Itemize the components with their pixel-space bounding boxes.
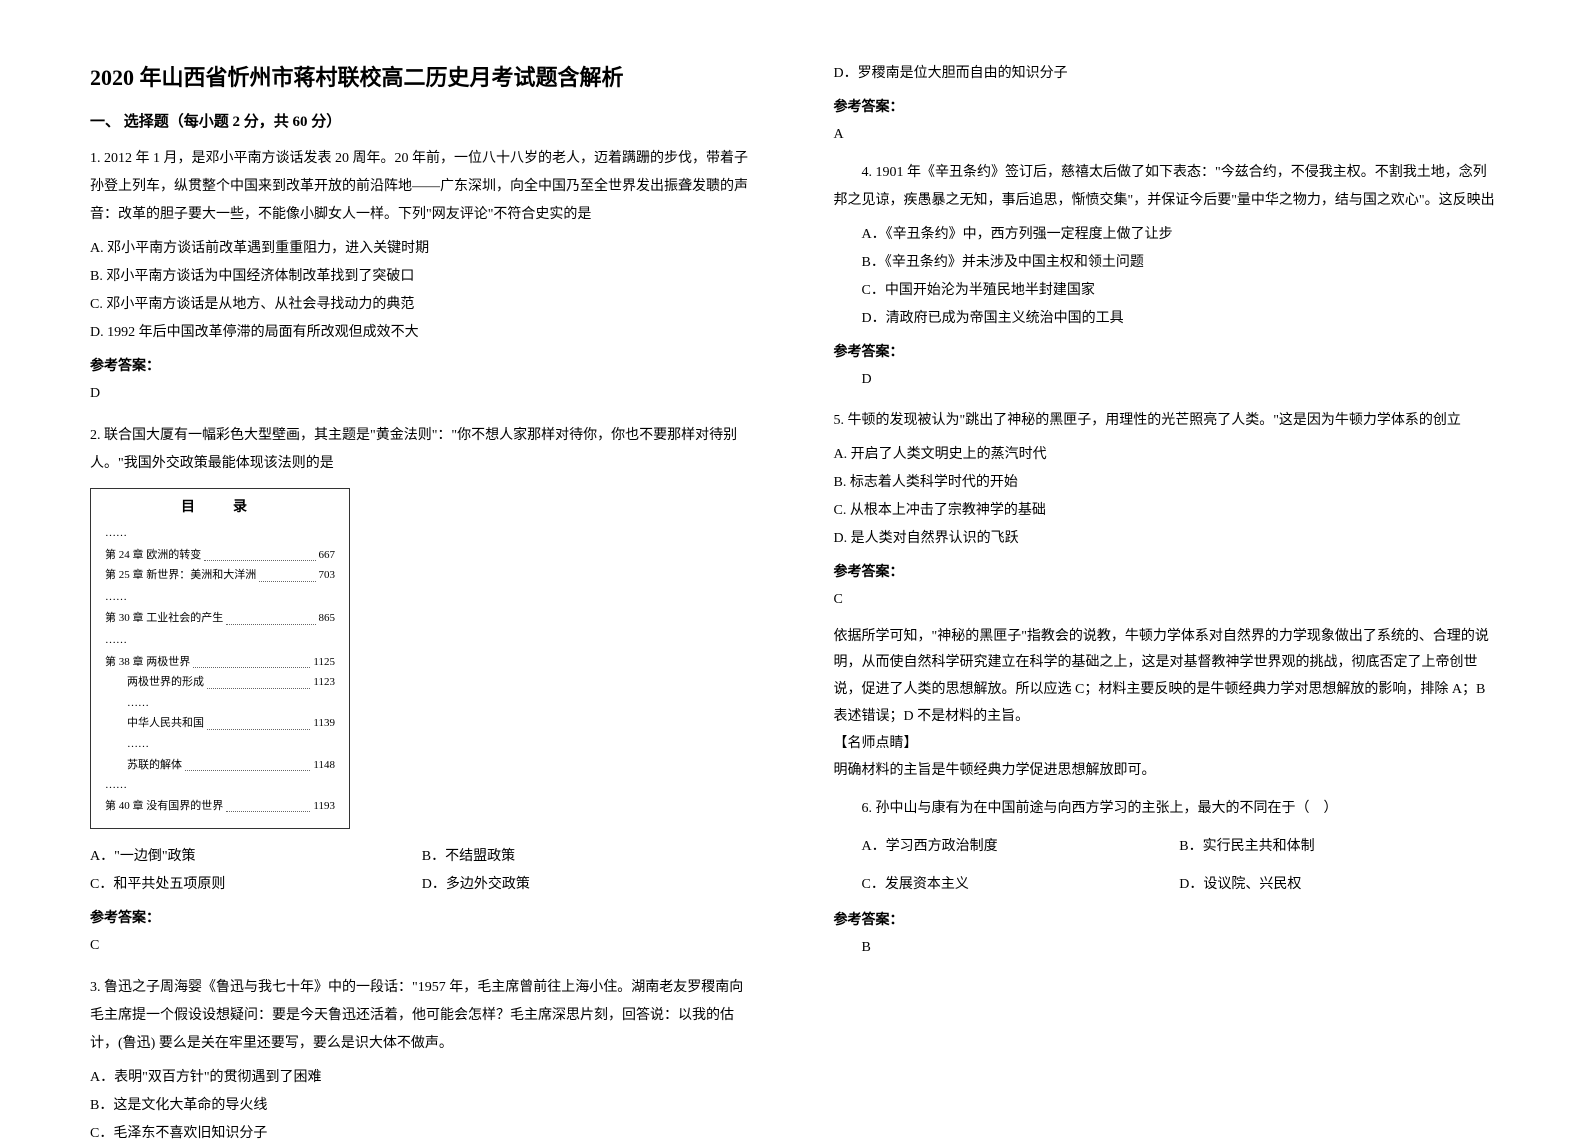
answer-label: 参考答案：: [90, 355, 754, 375]
question-4: 4. 1901 年《辛丑条约》签订后，慈禧太后做了如下表态："今兹合约，不侵我主…: [834, 159, 1498, 404]
q4-stem: 4. 1901 年《辛丑条约》签订后，慈禧太后做了如下表态："今兹合约，不侵我主…: [834, 159, 1498, 215]
q4-opt-c: C．中国开始沦为半殖民地半封建国家: [834, 277, 1498, 305]
q5-stem: 5. 牛顿的发现被认为"跳出了神秘的黑匣子，用理性的光芒照亮了人类。"这是因为牛…: [834, 407, 1498, 435]
q4-opt-a: A．《辛丑条约》中，西方列强一定程度上做了让步: [834, 221, 1498, 249]
toc-row: 第 25 章 新世界：美洲和大洋洲703: [105, 567, 335, 585]
q1-opt-d: D. 1992 年后中国改革停滞的局面有所改观但成效不大: [90, 319, 754, 347]
q5-opt-d: D. 是人类对自然界认识的飞跃: [834, 525, 1498, 553]
q6-stem: 6. 孙中山与康有为在中国前途与向西方学习的主张上，最大的不同在于（ ）: [834, 795, 1498, 823]
answer-label: 参考答案：: [834, 561, 1498, 581]
answer-label: 参考答案：: [834, 96, 1498, 116]
q1-answer: D: [90, 381, 754, 408]
q3-opt-b: B．这是文化大革命的导火线: [90, 1092, 754, 1120]
toc-row: 第 30 章 工业社会的产生865: [105, 610, 335, 628]
q4-opt-b: B．《辛丑条约》并未涉及中国主权和领土问题: [834, 249, 1498, 277]
q2-answer: C: [90, 933, 754, 960]
q1-stem: 1. 2012 年 1 月，是邓小平南方谈话发表 20 周年。20 年前，一位八…: [90, 145, 754, 229]
answer-label: 参考答案：: [834, 909, 1498, 929]
q2-opt-a: A．"一边倒"政策: [90, 843, 422, 871]
left-column: 2020 年山西省忻州市蒋村联校高二历史月考试题含解析 一、 选择题（每小题 2…: [90, 60, 754, 1062]
question-1: 1. 2012 年 1 月，是邓小平南方谈话发表 20 周年。20 年前，一位八…: [90, 145, 754, 418]
q2-opts-cd: C．和平共处五项原则 D．多边外交政策: [90, 871, 754, 899]
q3-opt-d: D．罗稷南是位大胆而自由的知识分子: [834, 60, 1498, 88]
question-2: 2. 联合国大厦有一幅彩色大型壁画，其主题是"黄金法则"："你不想人家那样对待你…: [90, 422, 754, 970]
q6-answer: B: [834, 935, 1498, 962]
q5-opt-a: A. 开启了人类文明史上的蒸汽时代: [834, 441, 1498, 469]
q1-opt-c: C. 邓小平南方谈话是从地方、从社会寻找动力的典范: [90, 291, 754, 319]
toc-box: 目 录 …… 第 24 章 欧洲的转变667 第 25 章 新世界：美洲和大洋洲…: [90, 488, 350, 830]
page-title: 2020 年山西省忻州市蒋村联校高二历史月考试题含解析: [90, 60, 754, 92]
right-column: D．罗稷南是位大胆而自由的知识分子 参考答案： A 4. 1901 年《辛丑条约…: [834, 60, 1498, 1062]
q6-opt-a: A．学习西方政治制度: [862, 833, 1180, 861]
q3-opt-a: A．表明"双百方针"的贯彻遇到了困难: [90, 1064, 754, 1092]
q1-opt-b: B. 邓小平南方谈话为中国经济体制改革找到了突破口: [90, 263, 754, 291]
question-6: 6. 孙中山与康有为在中国前途与向西方学习的主张上，最大的不同在于（ ） A．学…: [834, 795, 1498, 972]
q6-opt-d: D．设议院、兴民权: [1179, 871, 1497, 899]
q2-stem: 2. 联合国大厦有一幅彩色大型壁画，其主题是"黄金法则"："你不想人家那样对待你…: [90, 422, 754, 478]
q2-opts-ab: A．"一边倒"政策 B．不结盟政策: [90, 843, 754, 871]
toc-title: 目 录: [105, 497, 335, 519]
toc-row: 中华人民共和国1139: [105, 715, 335, 733]
toc-row: 两极世界的形成1123: [105, 674, 335, 692]
q3-stem: 3. 鲁迅之子周海婴《鲁迅与我七十年》中的一段话："1957 年，毛主席曾前往上…: [90, 974, 754, 1058]
q6-opt-c: C．发展资本主义: [862, 871, 1180, 899]
q5-opt-b: B. 标志着人类科学时代的开始: [834, 469, 1498, 497]
q2-opt-c: C．和平共处五项原则: [90, 871, 422, 899]
q5-explain: 依据所学可知，"神秘的黑匣子"指教会的说教，牛顿力学体系对自然界的力学现象做出了…: [834, 624, 1498, 730]
toc-row: 第 40 章 没有国界的世界1193: [105, 798, 335, 816]
q5-opt-c: C. 从根本上冲击了宗教神学的基础: [834, 497, 1498, 525]
q6-opt-b: B．实行民主共和体制: [1179, 833, 1497, 861]
q1-opt-a: A. 邓小平南方谈话前改革遇到重重阻力，进入关键时期: [90, 235, 754, 263]
q2-opt-d: D．多边外交政策: [422, 871, 754, 899]
toc-row: 第 24 章 欧洲的转变667: [105, 547, 335, 565]
q2-opt-b: B．不结盟政策: [422, 843, 754, 871]
question-5: 5. 牛顿的发现被认为"跳出了神秘的黑匣子，用理性的光芒照亮了人类。"这是因为牛…: [834, 407, 1498, 785]
answer-label: 参考答案：: [834, 341, 1498, 361]
q3-opt-c: C．毛泽东不喜欢旧知识分子: [90, 1120, 754, 1148]
q6-opts-ab: A．学习西方政治制度 B．实行民主共和体制: [834, 833, 1498, 861]
section-heading: 一、 选择题（每小题 2 分，共 60 分）: [90, 110, 754, 131]
toc-row: 苏联的解体1148: [105, 757, 335, 775]
q3-answer: A: [834, 122, 1498, 149]
toc-row: 第 38 章 两极世界1125: [105, 654, 335, 672]
q5-tip: 明确材料的主旨是牛顿经典力学促进思想解放即可。: [834, 758, 1498, 785]
q5-tip-label: 【名师点睛】: [834, 730, 1498, 758]
answer-label: 参考答案：: [90, 907, 754, 927]
q5-answer: C: [834, 587, 1498, 614]
q6-opts-cd: C．发展资本主义 D．设议院、兴民权: [834, 871, 1498, 899]
q4-opt-d: D．清政府已成为帝国主义统治中国的工具: [834, 305, 1498, 333]
q4-answer: D: [834, 367, 1498, 394]
